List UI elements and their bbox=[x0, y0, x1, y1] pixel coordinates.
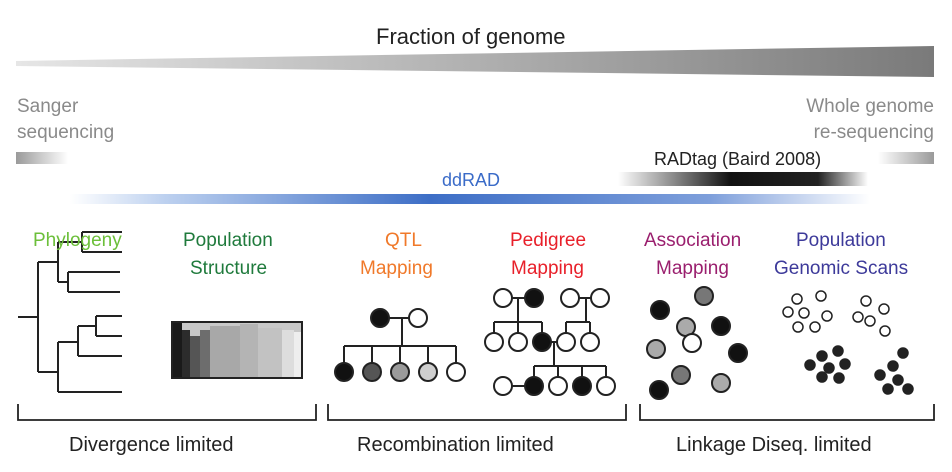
sanger-label-line2: sequencing bbox=[17, 122, 115, 143]
app-qtl-line1: QTL bbox=[385, 230, 422, 251]
limit-linkage: Linkage Diseq. limited bbox=[676, 434, 872, 456]
limit-recombination: Recombination limited bbox=[357, 434, 554, 456]
app-pedigree-line1: Pedigree bbox=[510, 230, 587, 251]
app-association-line2: Mapping bbox=[656, 258, 729, 279]
recombination-bracket bbox=[327, 404, 627, 421]
structure-plot bbox=[171, 321, 303, 379]
limit-brackets bbox=[17, 404, 935, 421]
qtl-pedigree bbox=[334, 308, 466, 382]
fraction-of-genome-label: Fraction of genome bbox=[376, 24, 566, 49]
ddrad-label: ddRAD bbox=[442, 170, 501, 190]
app-genomic-scans-line2: Genomic Scans bbox=[774, 258, 909, 279]
divergence-bracket bbox=[17, 404, 317, 421]
pedigree-mapping-diagram bbox=[484, 288, 616, 396]
whole-genome-label-line2: re-sequencing bbox=[813, 122, 934, 143]
fraction-wedge bbox=[16, 46, 934, 77]
app-population-structure-line2: Structure bbox=[190, 258, 268, 279]
genomic-scan-dots bbox=[782, 290, 914, 395]
app-pedigree-line2: Mapping bbox=[511, 258, 584, 279]
phylogeny-tree bbox=[18, 231, 122, 393]
linkage-bracket bbox=[639, 404, 935, 421]
app-genomic-scans-line1: Population bbox=[796, 230, 886, 251]
limit-divergence: Divergence limited bbox=[69, 434, 234, 456]
whole-genome-label-line1: Whole genome bbox=[806, 96, 934, 117]
sanger-bar bbox=[16, 152, 68, 164]
radtag-bar bbox=[618, 172, 868, 186]
radtag-label: RADtag (Baird 2008) bbox=[654, 149, 822, 169]
app-qtl-line2: Mapping bbox=[360, 258, 433, 279]
app-association-line1: Association bbox=[644, 230, 742, 251]
sanger-label-line1: Sanger bbox=[17, 96, 79, 117]
ddrad-bar bbox=[70, 194, 870, 204]
association-scatter bbox=[646, 286, 748, 400]
app-population-structure-line1: Population bbox=[183, 230, 273, 251]
app-phylogeny: Phylogeny bbox=[33, 230, 122, 251]
whole-genome-bar bbox=[878, 152, 934, 164]
